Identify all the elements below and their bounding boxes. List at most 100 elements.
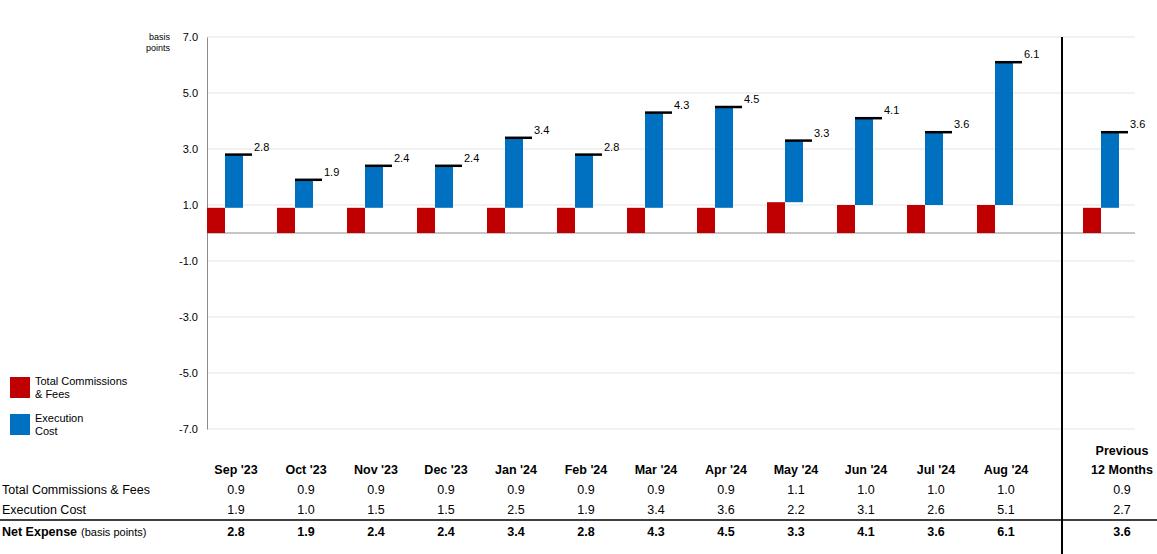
legend-label-line: Execution [35,412,83,424]
series-bars [225,62,1119,208]
bar [435,166,453,208]
column-header-line: Dec '23 [424,463,467,477]
y-tick-label: -5.0 [179,367,198,379]
row-label: Net Expense(basis points) [2,525,146,539]
y-tick: -7.0 [179,423,207,435]
y-tick-label: 3.0 [183,143,198,155]
column-header: Jun '24 [845,463,888,477]
column-header-line: Jul '24 [917,463,955,477]
net-marker [995,61,1022,64]
column-header: May '24 [774,463,819,477]
column-header-line: Nov '23 [354,463,398,477]
grid [207,37,1135,429]
table-value: 0.9 [227,483,244,497]
table-value: 3.6 [1113,525,1130,539]
net-label: 1.9 [324,166,339,178]
table-value: 3.1 [857,503,874,517]
table-value: 0.9 [717,483,734,497]
net-label: 6.1 [1024,48,1039,60]
legend-label: ExecutionCost [35,412,83,437]
table-value: 3.4 [647,503,664,517]
table-value: 0.9 [437,483,454,497]
net-label: 2.4 [394,152,409,164]
net-marker [715,106,742,109]
legend-label-line: & Fees [35,388,70,400]
y-axis-title: basispoints [146,32,171,53]
table-value: 0.9 [647,483,664,497]
column-header-line: 12 Months [1091,463,1153,477]
table-value: 1.9 [577,503,594,517]
grid-line [207,317,1135,318]
table-value: 4.5 [717,525,734,539]
y-axis: -7.0-5.0-3.0-1.01.03.05.07.0 [179,31,207,435]
bar [557,208,575,233]
table-value: 1.9 [297,525,314,539]
bar [225,155,243,208]
table-value: 2.8 [577,525,594,539]
zero-line [207,233,1135,234]
net-label: 2.4 [464,152,479,164]
column-header-line: Oct '23 [285,463,326,477]
table-value: 0.9 [577,483,594,497]
column-header-line: Previous [1096,444,1149,458]
net-marker [435,165,462,168]
y-axis-line [207,38,208,430]
column-header-line: Mar '24 [635,463,678,477]
net-marker [925,131,952,134]
table-value: 1.0 [927,483,944,497]
net-label: 3.3 [814,127,829,139]
table-value: 2.4 [437,525,454,539]
bar [995,62,1013,205]
table-value: 3.6 [717,503,734,517]
table-value: 2.7 [1113,503,1130,517]
y-tick: 5.0 [183,87,207,99]
net-marker [645,111,672,114]
bar [277,208,295,233]
row-label-name: Net Expense [2,525,77,539]
bar [785,141,803,203]
bar [487,208,505,233]
table-value: 2.4 [367,525,384,539]
y-tick: -3.0 [179,311,207,323]
bar [645,113,663,208]
net-label: 4.3 [674,99,689,111]
table-value: 1.5 [367,503,384,517]
row-label: Execution Cost [2,503,87,517]
bar [855,118,873,205]
net-markers [225,62,1128,180]
bar [977,205,995,233]
table-value: 2.5 [507,503,524,517]
y-tick-label: -3.0 [179,311,198,323]
y-axis-title-line: basis [149,32,171,42]
column-header: Aug '24 [984,463,1029,477]
bar [1101,132,1119,208]
y-tick-label: 7.0 [183,31,198,43]
table-value: 3.3 [787,525,804,539]
table-value: 1.1 [787,483,804,497]
legend-label: Total Commissions& Fees [35,375,128,400]
column-header: Dec '23 [424,463,467,477]
column-header: Nov '23 [354,463,398,477]
column-header-line: Aug '24 [984,463,1029,477]
bar [347,208,365,233]
y-tick-label: 1.0 [183,199,198,211]
net-label: 4.1 [884,104,899,116]
net-label: 2.8 [254,141,269,153]
bar [575,155,593,208]
column-header-line: Sep '23 [214,463,257,477]
table-value: 0.9 [507,483,524,497]
chart: -7.0-5.0-3.0-1.01.03.05.07.0basispoints2… [0,0,1157,554]
net-marker [505,137,532,140]
column-header: Mar '24 [635,463,678,477]
column-header-line: Jan '24 [495,463,537,477]
net-label: 3.6 [1130,118,1145,130]
data-table: Sep '23Oct '23Nov '23Dec '23Jan '24Feb '… [0,444,1157,539]
column-header: Oct '23 [285,463,326,477]
net-marker [295,179,322,182]
net-labels: 2.81.92.42.43.42.84.34.53.34.13.66.13.6 [254,48,1145,178]
column-header: Jul '24 [917,463,955,477]
legend: Total Commissions& Fees ExecutionCost [10,375,128,437]
table-value: 4.3 [647,525,664,539]
table-value: 2.2 [787,503,804,517]
net-label: 2.8 [604,141,619,153]
